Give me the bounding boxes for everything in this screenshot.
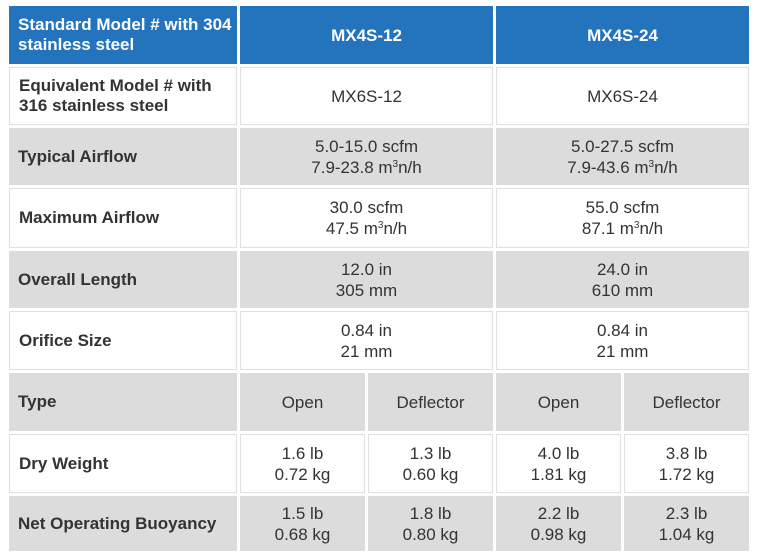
buoyancy-b-open: 2.2 lb 0.98 kg [496,496,621,551]
buoyancy-b-deflector-kg: 1.04 kg [658,524,715,544]
dry-weight-a-deflector: 1.3 lb 0.60 kg [368,434,493,493]
equivalent-model-a: MX6S-12 [240,67,493,125]
typical-airflow-row: Typical Airflow 5.0-15.0 scfm 7.9-23.8 m… [9,128,749,185]
max-airflow-b-m3: 87.1 m3n/h [581,219,664,238]
typical-airflow-label: Typical Airflow [9,128,237,185]
typical-airflow-a: 5.0-15.0 scfm 7.9-23.8 m3n/h [240,128,493,185]
overall-length-b: 24.0 in 610 mm [496,251,749,308]
spec-table: Standard Model # with 304 stainless stee… [6,3,752,554]
max-airflow-b-scfm: 55.0 scfm [585,198,660,217]
max-airflow-label: Maximum Airflow [9,188,237,248]
orifice-size-a: 0.84 in 21 mm [240,311,493,370]
buoyancy-b-open-lb: 2.2 lb [537,503,580,523]
typical-airflow-b-scfm: 5.0-27.5 scfm [571,136,674,156]
dry-weight-a-open-kg: 0.72 kg [274,464,331,484]
buoyancy-label: Net Operating Buoyancy [9,496,237,551]
dry-weight-row: Dry Weight 1.6 lb 0.72 kg 1.3 lb 0.60 kg… [9,434,749,493]
dry-weight-a-deflector-lb: 1.3 lb [409,443,452,463]
header-model-a: MX4S-12 [240,6,493,64]
dry-weight-b-deflector-kg: 1.72 kg [658,464,715,484]
typical-airflow-b-m3: 7.9-43.6 m3n/h [567,157,678,177]
overall-length-b-in: 24.0 in [596,259,649,279]
equivalent-model-row: Equivalent Model # with 316 stainless st… [9,67,749,125]
buoyancy-a-deflector: 1.8 lb 0.80 kg [368,496,493,551]
typical-airflow-a-scfm: 5.0-15.0 scfm [315,136,418,156]
buoyancy-a-deflector-lb: 1.8 lb [409,503,452,523]
header-model-b: MX4S-24 [496,6,749,64]
overall-length-label: Overall Length [9,251,237,308]
overall-length-a: 12.0 in 305 mm [240,251,493,308]
orifice-size-b: 0.84 in 21 mm [496,311,749,370]
equivalent-model-b: MX6S-24 [496,67,749,125]
type-b-open: Open [496,373,621,431]
max-airflow-a: 30.0 scfm 47.5 m3n/h [240,188,493,248]
overall-length-a-in: 12.0 in [340,259,393,279]
buoyancy-a-open-kg: 0.68 kg [274,524,331,544]
orifice-size-a-mm: 21 mm [340,341,393,361]
equivalent-model-label: Equivalent Model # with 316 stainless st… [9,67,237,125]
orifice-size-row: Orifice Size 0.84 in 21 mm 0.84 in 21 mm [9,311,749,370]
buoyancy-b-open-kg: 0.98 kg [530,524,587,544]
buoyancy-b-deflector-lb: 2.3 lb [665,503,708,523]
dry-weight-b-open-lb: 4.0 lb [537,443,580,463]
max-airflow-b: 55.0 scfm 87.1 m3n/h [496,188,749,248]
orifice-size-label: Orifice Size [9,311,237,370]
type-a-deflector: Deflector [368,373,493,431]
dry-weight-b-open-kg: 1.81 kg [530,464,587,484]
orifice-size-b-in: 0.84 in [596,320,649,340]
dry-weight-a-open-lb: 1.6 lb [281,443,324,463]
buoyancy-a-open-lb: 1.5 lb [281,503,324,523]
typical-airflow-b: 5.0-27.5 scfm 7.9-43.6 m3n/h [496,128,749,185]
type-row: Type Open Deflector Open Deflector [9,373,749,431]
type-a-open: Open [240,373,365,431]
header-label: Standard Model # with 304 stainless stee… [9,6,237,64]
overall-length-a-mm: 305 mm [335,280,398,300]
buoyancy-row: Net Operating Buoyancy 1.5 lb 0.68 kg 1.… [9,496,749,551]
dry-weight-b-deflector-lb: 3.8 lb [665,443,708,463]
dry-weight-b-deflector: 3.8 lb 1.72 kg [624,434,749,493]
header-row: Standard Model # with 304 stainless stee… [9,6,749,64]
type-label: Type [9,373,237,431]
orifice-size-b-mm: 21 mm [596,341,649,361]
dry-weight-a-deflector-kg: 0.60 kg [402,464,459,484]
max-airflow-a-m3: 47.5 m3n/h [325,219,408,238]
typical-airflow-a-m3: 7.9-23.8 m3n/h [311,157,422,177]
overall-length-row: Overall Length 12.0 in 305 mm 24.0 in 61… [9,251,749,308]
dry-weight-b-open: 4.0 lb 1.81 kg [496,434,621,493]
max-airflow-row: Maximum Airflow 30.0 scfm 47.5 m3n/h 55.… [9,188,749,248]
buoyancy-a-deflector-kg: 0.80 kg [402,524,459,544]
dry-weight-a-open: 1.6 lb 0.72 kg [240,434,365,493]
buoyancy-b-deflector: 2.3 lb 1.04 kg [624,496,749,551]
buoyancy-a-open: 1.5 lb 0.68 kg [240,496,365,551]
type-b-deflector: Deflector [624,373,749,431]
overall-length-b-mm: 610 mm [591,280,654,300]
dry-weight-label: Dry Weight [9,434,237,493]
max-airflow-a-scfm: 30.0 scfm [329,198,404,217]
orifice-size-a-in: 0.84 in [340,320,393,340]
